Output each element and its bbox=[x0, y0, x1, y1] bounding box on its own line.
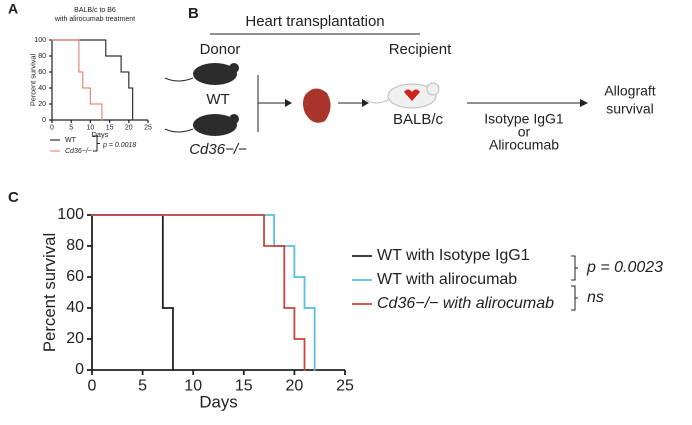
annotation: ns bbox=[587, 289, 604, 306]
x-tick-label: 5 bbox=[138, 377, 147, 394]
annotation: p = 0.0023 bbox=[586, 259, 663, 276]
y-tick-label: 0 bbox=[42, 117, 46, 124]
bracket bbox=[571, 255, 578, 281]
x-tick-label: 0 bbox=[50, 125, 54, 132]
annotation: p = 0.0018 bbox=[102, 142, 136, 149]
label: BALB/c bbox=[393, 111, 444, 128]
y-tick-label: 20 bbox=[66, 330, 84, 347]
x-tick-label: 25 bbox=[336, 377, 354, 394]
mouse-ko bbox=[164, 114, 239, 136]
legend-label: WT with alirocumab bbox=[377, 271, 517, 288]
bracket bbox=[93, 135, 100, 152]
diagram: Heart transplantation Donor Recipient WT… bbox=[164, 13, 656, 158]
x-tick-label: 20 bbox=[125, 125, 133, 132]
label: WT bbox=[206, 91, 229, 108]
x-tick-label: 20 bbox=[286, 377, 304, 394]
y-tick-label: 100 bbox=[57, 206, 84, 223]
chart-title: with alirocumab treatment bbox=[54, 16, 135, 23]
y-tick-label: 40 bbox=[38, 85, 46, 92]
y-tick-label: 40 bbox=[66, 299, 84, 316]
y-axis-label: Percent survival bbox=[40, 233, 59, 352]
arrowhead bbox=[285, 99, 292, 107]
legend-label: Cd36−/− bbox=[65, 148, 92, 155]
mouse-recipient bbox=[365, 82, 440, 109]
label: Alirocumab bbox=[489, 137, 559, 153]
label: Donor bbox=[200, 41, 241, 58]
label: Cd36−/− bbox=[189, 141, 247, 158]
label: Allograft bbox=[604, 83, 655, 99]
y-tick-label: 100 bbox=[34, 37, 46, 44]
heart bbox=[303, 88, 331, 123]
arrowhead bbox=[362, 99, 369, 107]
x-tick-label: 0 bbox=[88, 377, 97, 394]
legend-label: WT with Isotype IgG1 bbox=[377, 247, 530, 264]
y-tick-label: 80 bbox=[38, 53, 46, 60]
label: survival bbox=[606, 101, 653, 117]
x-tick-label: 15 bbox=[235, 377, 253, 394]
x-tick-label: 25 bbox=[144, 125, 152, 132]
y-tick-label: 60 bbox=[66, 268, 84, 285]
diagram-title: Heart transplantation bbox=[245, 13, 384, 30]
x-tick-label: 10 bbox=[87, 125, 95, 132]
panel-label: C bbox=[8, 189, 19, 206]
chart-title: BALB/c to B6 bbox=[74, 7, 116, 14]
x-tick-label: 15 bbox=[106, 125, 114, 132]
panel-label: B bbox=[188, 5, 199, 22]
y-tick-label: 60 bbox=[38, 69, 46, 76]
x-tick-label: 5 bbox=[69, 125, 73, 132]
x-axis-label: Days bbox=[92, 130, 109, 139]
x-axis-label: Days bbox=[199, 392, 237, 411]
label: Isotype IgG1 bbox=[484, 111, 564, 127]
panel-label: A bbox=[8, 1, 18, 17]
bracket bbox=[571, 285, 578, 311]
y-tick-label: 80 bbox=[66, 237, 84, 254]
y-tick-label: 0 bbox=[75, 361, 84, 378]
mouse-wt bbox=[164, 63, 239, 85]
legend-label: Cd36−/− with alirocumab bbox=[377, 295, 554, 312]
label: or bbox=[518, 124, 531, 140]
arrowhead bbox=[580, 99, 588, 107]
x-tick-label: 10 bbox=[184, 377, 202, 394]
y-axis-label: Percent survival bbox=[29, 54, 38, 107]
legend-label: WT bbox=[65, 137, 77, 144]
label: Recipient bbox=[389, 41, 452, 58]
y-tick-label: 20 bbox=[38, 101, 46, 108]
